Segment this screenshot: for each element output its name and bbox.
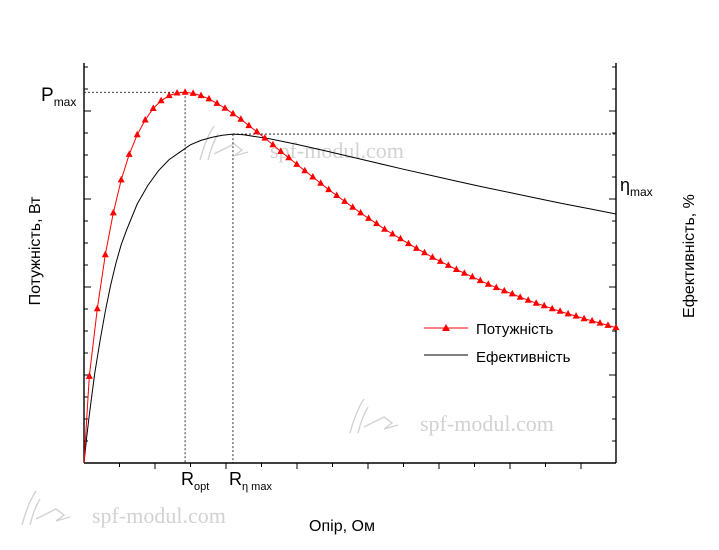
watermark-text: spf-modul.com	[92, 503, 226, 528]
axes	[83, 63, 617, 464]
power-marker	[93, 304, 101, 312]
power-marker	[125, 150, 133, 157]
power-marker	[580, 314, 588, 322]
watermark: spf-modul.com	[21, 490, 226, 528]
power-marker	[516, 293, 524, 300]
power-marker	[429, 253, 436, 260]
power-marker	[468, 272, 476, 280]
power-marker	[540, 301, 548, 309]
power-marker	[253, 127, 261, 135]
watermark-logo-icon	[21, 490, 71, 526]
power-marker	[564, 309, 572, 317]
power-marker	[205, 94, 213, 102]
power-marker	[317, 179, 325, 186]
guide-lines	[84, 91, 616, 463]
power-marker	[293, 160, 301, 167]
watermark: spf-modul.com	[349, 398, 554, 436]
power-marker	[413, 244, 420, 251]
watermark: spf-modul.com	[199, 125, 404, 163]
watermark-text: spf-modul.com	[270, 138, 404, 163]
y-axis-title-right: Ефективність, %	[681, 194, 698, 318]
power-marker	[421, 248, 428, 256]
power-marker	[301, 166, 309, 174]
power-marker	[269, 140, 277, 148]
legend-marker-power	[442, 324, 450, 331]
x-tick-label-ropt: Ropt	[181, 469, 209, 493]
power-marker	[325, 185, 333, 193]
power-marker	[277, 147, 285, 154]
power-marker	[452, 265, 460, 272]
power-marker	[197, 91, 205, 99]
power-marker	[85, 372, 93, 379]
power-marker	[141, 116, 149, 123]
power-marker	[333, 191, 341, 198]
power-marker	[405, 239, 412, 247]
power-marker	[221, 104, 229, 111]
power-marker	[532, 299, 540, 306]
power-marker	[397, 234, 404, 242]
watermark-text: spf-modul.com	[420, 411, 554, 436]
power-marker	[572, 312, 580, 319]
y-tick-label-etamax: ηmax	[620, 175, 653, 199]
power-marker	[357, 208, 365, 216]
series-line-efficiency	[83, 133, 617, 464]
power-marker	[460, 269, 468, 276]
power-marker	[109, 208, 117, 216]
power-marker	[524, 296, 532, 303]
power-marker	[133, 130, 141, 138]
power-marker	[101, 250, 109, 258]
power-marker	[604, 321, 612, 328]
power-marker	[189, 89, 197, 96]
power-marker	[389, 230, 397, 237]
watermarks: spf-modul.com spf-modul.com spf-modul.com	[21, 125, 554, 528]
series-markers-power	[85, 88, 620, 379]
power-marker	[117, 175, 125, 183]
ticks	[84, 66, 616, 469]
legend-label-efficiency: Ефективність	[476, 349, 571, 366]
power-marker	[373, 219, 381, 227]
power-marker	[612, 323, 620, 331]
power-marker	[492, 283, 500, 291]
power-marker	[245, 121, 253, 129]
power-marker	[436, 257, 444, 264]
y-axis-title-left: Потужність, Вт	[27, 196, 44, 306]
power-marker	[165, 91, 173, 99]
power-marker	[173, 89, 181, 96]
power-marker	[309, 173, 317, 180]
power-marker	[444, 261, 452, 268]
power-marker	[508, 289, 516, 297]
power-marker	[596, 319, 604, 326]
power-marker	[181, 88, 189, 95]
power-marker	[500, 286, 508, 294]
power-marker	[341, 197, 349, 204]
power-marker	[365, 214, 373, 221]
power-marker	[349, 203, 357, 210]
power-marker	[149, 104, 157, 111]
y-tick-label-pmax: Pmax	[41, 85, 76, 109]
x-axis-title: Опір, Ом	[309, 518, 375, 535]
legend: Потужність Ефективність	[424, 321, 571, 366]
power-marker	[556, 307, 564, 314]
power-marker	[476, 276, 484, 284]
x-tick-label-reta: Rη max	[229, 469, 272, 493]
power-marker	[285, 153, 293, 161]
power-marker	[588, 316, 596, 324]
power-marker	[229, 109, 237, 117]
power-marker	[381, 225, 389, 232]
legend-label-power: Потужність	[476, 321, 554, 338]
watermark-logo-icon	[349, 398, 399, 434]
power-marker	[548, 304, 556, 312]
power-marker	[261, 134, 269, 141]
power-marker	[237, 115, 245, 122]
power-marker	[157, 96, 165, 104]
watermark-logo-icon	[199, 125, 249, 161]
power-marker	[213, 99, 221, 106]
power-marker	[484, 280, 492, 287]
